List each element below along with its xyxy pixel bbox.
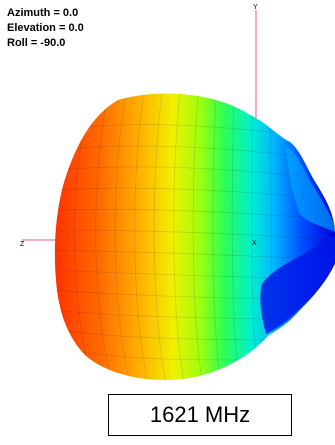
roll-label: Roll = -90.0 bbox=[7, 37, 66, 49]
y-axis-label: Y bbox=[253, 4, 258, 11]
radiation-pattern-surface bbox=[54, 93, 335, 380]
x-axis-label: X bbox=[252, 240, 257, 247]
frequency-label-box: 1621 MHz bbox=[108, 394, 292, 436]
elevation-label: Elevation = 0.0 bbox=[7, 22, 84, 34]
z-axis-label: Z bbox=[20, 241, 25, 248]
azimuth-label: Azimuth = 0.0 bbox=[7, 7, 79, 19]
orientation-readout: Azimuth = 0.0 Elevation = 0.0 Roll = -90… bbox=[7, 6, 84, 51]
frequency-label: 1621 MHz bbox=[149, 402, 251, 427]
